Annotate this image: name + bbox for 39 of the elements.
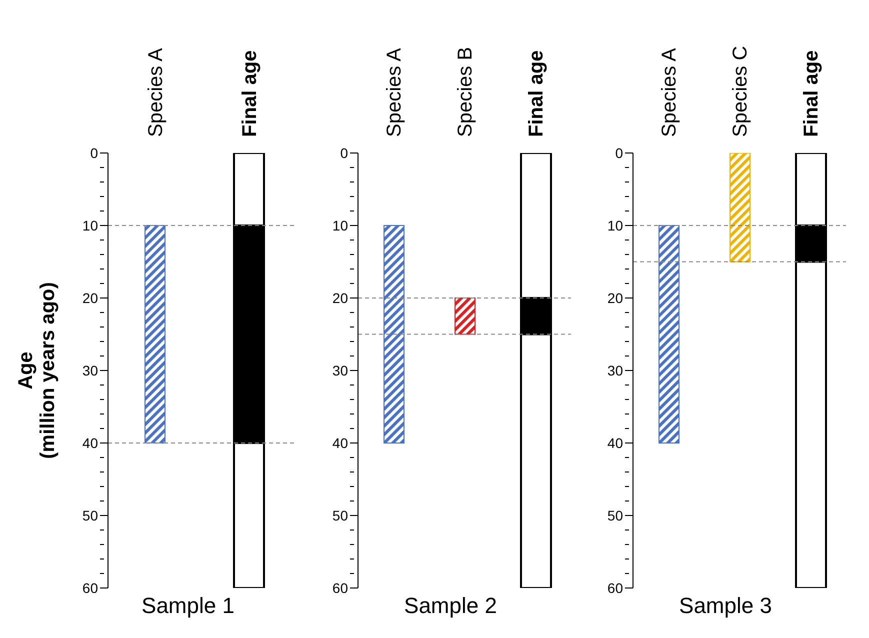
y-tick-label: 30 [82, 362, 98, 378]
x-tick-label: Species A [384, 47, 406, 137]
y-tick-label: 0 [340, 144, 348, 161]
bar [454, 298, 476, 335]
bar [520, 153, 552, 588]
y-tick-label: 30 [607, 362, 624, 378]
y-tick-label: 60 [607, 580, 624, 596]
y-tick-label: 0 [90, 144, 98, 161]
x-axis-title: Sample 1 [142, 593, 234, 618]
y-tick-label: 10 [82, 217, 98, 234]
x-tick-label: Final age [800, 50, 822, 137]
y-tick-label: 50 [332, 507, 348, 524]
bar [384, 225, 404, 444]
y-tick-label: 20 [332, 290, 348, 306]
y-tick-label: 50 [607, 507, 624, 524]
y-tick-label: 50 [82, 507, 98, 524]
y-tick-label: 60 [82, 580, 98, 596]
y-tick-label: 10 [332, 217, 348, 234]
y-axis-title: Age (million years ago) [15, 282, 59, 459]
x-axis-title: Sample 2 [404, 593, 497, 618]
x-axis-title: Sample 3 [679, 593, 772, 618]
y-tick-label: 30 [332, 362, 348, 378]
bar [730, 153, 750, 262]
y-tick-label: 10 [607, 217, 624, 234]
bar [795, 153, 827, 588]
x-tick-label: Species A [145, 47, 167, 137]
y-tick-label: 40 [332, 434, 348, 451]
y-tick-label: 60 [332, 580, 348, 596]
y-tick-label: 20 [607, 290, 624, 306]
x-tick-label: Final age [239, 50, 261, 137]
y-tick-label: 0 [615, 144, 624, 161]
x-tick-label: Species C [730, 46, 752, 137]
x-tick-label: Species A [658, 47, 680, 137]
y-tick-label: 40 [607, 434, 624, 451]
y-tick-label: 40 [82, 434, 98, 451]
bar [658, 225, 680, 444]
x-tick-label: Species B [454, 46, 476, 137]
x-tick-label: Final age [526, 50, 548, 137]
y-tick-label: 20 [82, 290, 98, 306]
